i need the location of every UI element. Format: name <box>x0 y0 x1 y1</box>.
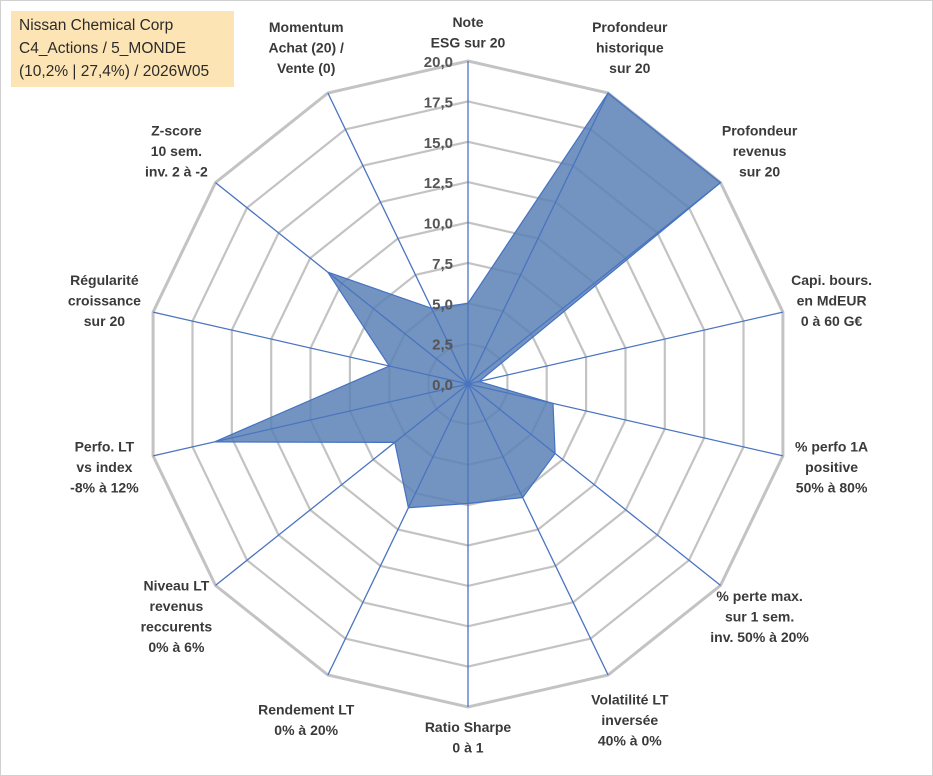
period-label: (10,2% | 27,4%) / 2026W05 <box>19 63 210 80</box>
axis-spoke <box>467 311 784 385</box>
axis-label-line: 0 à 1 <box>452 740 483 756</box>
axis-label-line: croissance <box>68 293 141 309</box>
axis-label-line: sur 20 <box>609 60 650 76</box>
axis-spoke <box>327 92 469 385</box>
axis-label-line: ESG sur 20 <box>431 35 506 51</box>
axis-label-line: Profondeur <box>592 19 668 35</box>
axis-label-line: revenus <box>733 143 787 159</box>
axis-spoke <box>327 383 469 676</box>
axis-label-line: 0% à 20% <box>274 722 338 738</box>
axis-label: Volatilité LT inversée 40% à 0% <box>591 691 669 748</box>
axis-label-line: 50% à 80% <box>796 479 868 495</box>
axis-label-line: Momentum <box>269 19 344 35</box>
axis-label-line: Perfo. LT <box>75 438 135 454</box>
axis-label-line: Capi. bours. <box>791 272 872 288</box>
tick-label: 0,0 <box>432 377 453 394</box>
axis-spoke <box>467 383 609 676</box>
axis-label-line: Z-score <box>151 123 202 139</box>
axis-label-line: -8% à 12% <box>70 479 139 495</box>
axis-label-line: reccurents <box>141 619 213 635</box>
axis-spoke <box>467 383 784 457</box>
axis-spoke <box>467 92 609 385</box>
axis-label-line: % perte max. <box>716 588 802 604</box>
axis-label: Perfo. LT vs index -8% à 12% <box>70 438 139 495</box>
axis-label: Niveau LT revenus reccurents 0% à 6% <box>141 578 213 656</box>
axis-spoke <box>215 383 469 586</box>
axis-label: Ratio Sharpe 0 à 1 <box>425 719 512 756</box>
axis-spoke <box>152 311 469 385</box>
portfolio-label: C4_Actions / 5_MONDE <box>19 40 187 57</box>
tick-label: 2,5 <box>432 337 453 354</box>
axis-label: Momentum Achat (20) / Vente (0) <box>268 19 344 76</box>
axis-label-line: historique <box>596 40 664 56</box>
axis-label-line: Achat (20) / <box>268 40 344 56</box>
tick-label: 20,0 <box>424 54 453 71</box>
axis-spoke <box>152 383 469 457</box>
axis-label-line: Niveau LT <box>143 578 209 594</box>
tick-label: 5,0 <box>432 296 453 313</box>
axis-label-line: Volatilité LT <box>591 691 669 707</box>
axis-label-line: Note <box>452 14 483 30</box>
tick-label: 17,5 <box>424 94 453 111</box>
axis-label: Profondeur revenus sur 20 <box>722 123 798 180</box>
axis-label-line: revenus <box>150 598 204 614</box>
axis-label: % perte max. sur 1 sem. inv. 50% à 20% <box>710 588 809 645</box>
axis-label-line: positive <box>805 459 858 475</box>
axis-label: Profondeur historique sur 20 <box>592 19 668 76</box>
axis-label-line: % perfo 1A <box>795 438 868 454</box>
tick-label: 7,5 <box>432 256 453 273</box>
tick-label: 15,0 <box>424 135 453 152</box>
axis-label-line: inv. 2 à -2 <box>145 164 208 180</box>
axis-label-line: 40% à 0% <box>598 732 662 748</box>
axis-label-line: Régularité <box>70 272 139 288</box>
axis-label-line: Ratio Sharpe <box>425 719 512 735</box>
axis-label-line: Vente (0) <box>277 60 335 76</box>
radar-axis-labels: Note ESG sur 20 Profondeur historique sur 20… <box>68 14 872 756</box>
radar-spokes <box>152 61 784 707</box>
axis-label: Capi. bours. en MdEUR 0 à 60 G€ <box>791 272 872 329</box>
axis-label-line: Profondeur <box>722 123 798 139</box>
tick-label: 12,5 <box>424 175 453 192</box>
axis-label: Rendement LT 0% à 20% <box>258 702 355 739</box>
axis-label: Note ESG sur 20 <box>431 14 506 51</box>
axis-label: Régularité croissance sur 20 <box>68 272 141 329</box>
axis-label-line: inversée <box>601 712 658 728</box>
axis-spoke <box>215 182 469 385</box>
axis-label-line: en MdEUR <box>797 293 867 309</box>
info-box: Nissan Chemical Corp C4_Actions / 5_MOND… <box>11 11 234 87</box>
axis-label-line: inv. 50% à 20% <box>710 629 809 645</box>
axis-label-line: Rendement LT <box>258 702 355 718</box>
axis-label-line: sur 1 sem. <box>725 608 794 624</box>
axis-label: % perfo 1A positive 50% à 80% <box>795 438 868 495</box>
axis-label: Z-score 10 sem. inv. 2 à -2 <box>145 123 208 180</box>
company-name: Nissan Chemical Corp <box>19 17 174 34</box>
axis-spoke <box>467 182 721 385</box>
axis-label-line: 0 à 60 G€ <box>801 313 863 329</box>
tick-label: 10,0 <box>424 216 453 233</box>
axis-spoke <box>467 383 721 586</box>
axis-label-line: 10 sem. <box>151 143 202 159</box>
axis-label-line: sur 20 <box>84 313 125 329</box>
axis-label-line: sur 20 <box>739 164 780 180</box>
axis-label-line: vs index <box>76 459 132 475</box>
radar-tick-labels: 0,0 2,5 5,0 7,5 10,0 12,5 15,0 17,5 20,0 <box>424 54 453 394</box>
axis-label-line: 0% à 6% <box>148 639 205 655</box>
